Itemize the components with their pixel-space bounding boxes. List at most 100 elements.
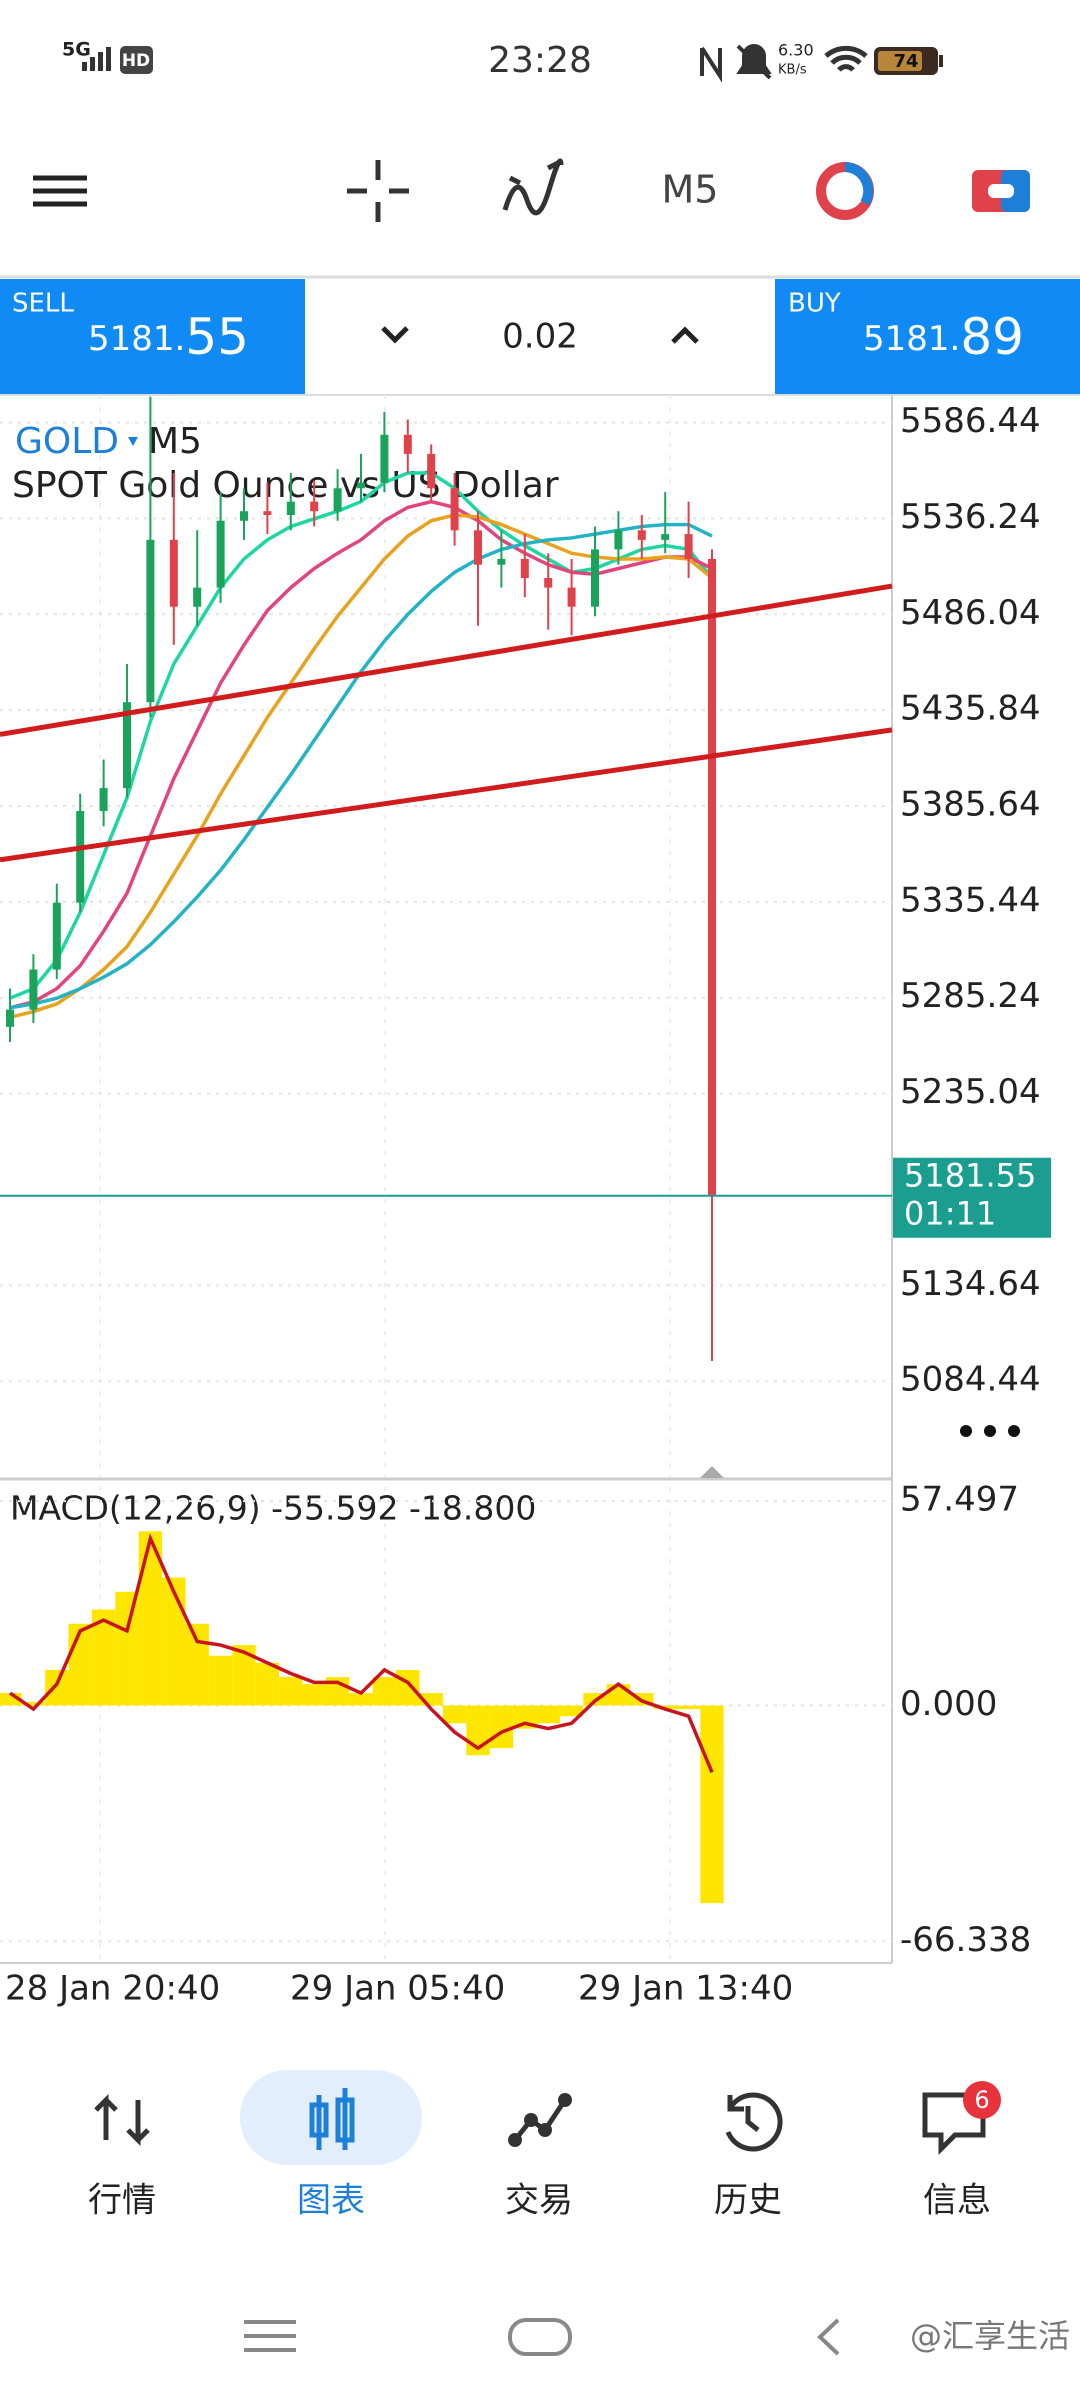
buy-label: BUY <box>788 289 841 319</box>
macd-bar <box>349 1693 373 1706</box>
crosshair-button[interactable] <box>347 160 409 222</box>
badge <box>963 2081 1001 2119</box>
candle-body <box>263 511 272 516</box>
price-tag-countdown: 01:11 <box>904 1195 996 1233</box>
indicators-button[interactable] <box>502 158 564 216</box>
macd-bar <box>279 1677 303 1706</box>
macd-bar <box>396 1669 420 1706</box>
candle-body <box>474 530 482 565</box>
candle-body <box>614 530 623 550</box>
toolbar: M5 <box>0 158 1080 279</box>
lot-decrease[interactable] <box>381 326 409 344</box>
tab-trade[interactable]: 交易 <box>505 2181 573 2221</box>
macd-bar <box>232 1645 256 1706</box>
y-tick-label: 5486.04 <box>900 593 1041 633</box>
chart-title: SPOT Gold Ounce vs US Dollar <box>12 465 559 506</box>
candle-body <box>193 587 202 607</box>
macd-bar <box>302 1684 326 1706</box>
y-tick-label: 5285.24 <box>900 976 1041 1016</box>
lot-size[interactable]: 0.02 <box>502 317 578 357</box>
macd-title: MACD(12,26,9) -55.592 -18.800 <box>10 1489 536 1528</box>
clock: 23:28 <box>488 40 592 81</box>
macd-bar <box>68 1623 92 1706</box>
objects-button-accent <box>844 162 874 206</box>
candle-body <box>637 530 646 540</box>
candle-body <box>497 558 506 565</box>
trade-icon <box>513 2098 568 2142</box>
system-nav: @汇享生活 <box>244 2317 1070 2356</box>
candle-body <box>333 488 342 512</box>
buy-price-big: 89 <box>960 308 1024 366</box>
symbol-dropdown[interactable] <box>128 437 138 446</box>
timeframe-button[interactable]: M5 <box>662 168 719 212</box>
macd-bar <box>115 1591 139 1706</box>
candle-body <box>661 534 670 540</box>
trade-panel: SELL 5181.55 0.02 BUY 5181.89 <box>0 279 1080 396</box>
battery-tip <box>939 55 943 67</box>
candle-body <box>286 501 295 516</box>
candle-body <box>6 1009 14 1027</box>
battery-level <box>878 51 922 71</box>
tab-quotes[interactable]: 行情 <box>88 2181 156 2221</box>
candle-body <box>216 520 225 588</box>
candle-body <box>450 488 459 531</box>
candle-body <box>567 587 576 607</box>
candle-body <box>99 788 108 812</box>
y-tick-label: 5335.44 <box>900 880 1041 920</box>
net-speed-unit: KB/s <box>778 63 807 78</box>
scroll-marker <box>700 1466 724 1478</box>
battery-text: 74 <box>893 51 918 72</box>
status-bar: 5G HD 23:28 6.30 KB/s 74 <box>62 39 943 83</box>
vertical-grid <box>99 395 671 1963</box>
more-button[interactable] <box>960 1425 1020 1437</box>
sell-label: SELL <box>12 289 74 319</box>
candle-body <box>708 558 716 1196</box>
buy-button[interactable] <box>775 279 1080 395</box>
home-button[interactable] <box>508 2318 572 2356</box>
candle-body <box>380 434 389 483</box>
lot-increase[interactable] <box>671 326 699 344</box>
quotes-icon <box>94 2093 150 2147</box>
y-tick-label: 5235.04 <box>900 1072 1041 1112</box>
sell-button[interactable] <box>0 279 305 395</box>
symbol[interactable]: GOLD <box>15 421 119 462</box>
mute-icon <box>736 44 772 80</box>
net-speed: 6.30 <box>778 41 814 60</box>
hd: HD <box>122 51 150 71</box>
y-tick-label: 5536.24 <box>900 497 1041 537</box>
price-tag <box>893 1157 1051 1238</box>
macd-bar <box>700 1705 724 1904</box>
tab-history[interactable]: 历史 <box>714 2181 782 2221</box>
macd-bar <box>162 1577 186 1706</box>
trend-line <box>0 727 893 863</box>
candle-body <box>29 969 38 1010</box>
recents-button[interactable] <box>244 2320 296 2352</box>
macd-bar <box>21 1701 46 1706</box>
macd-bar <box>676 1705 701 1710</box>
macd-bar <box>489 1705 514 1749</box>
tab-chart[interactable]: 图表 <box>297 2181 365 2221</box>
back-button[interactable] <box>817 2318 840 2356</box>
plot: 5586.44 5536.24 5486.04 5435.84 5385.64 5335.… <box>0 396 1051 2009</box>
badge-count: 6 <box>974 2086 989 2114</box>
y-tick-label: 5134.64 <box>900 1264 1041 1304</box>
y-tick-label: 57.497 <box>900 1480 1019 1520</box>
sell-price-main: 5181. <box>88 319 185 359</box>
macd-bar <box>185 1623 209 1706</box>
candle-body <box>427 453 436 489</box>
candle-body <box>684 534 693 559</box>
watermark: @汇享生活 <box>910 2317 1070 2355</box>
buy-price-main: 5181. <box>863 319 960 359</box>
y-tick-label: 0.000 <box>900 1684 997 1724</box>
tab-messages[interactable]: 信息 <box>923 2181 991 2221</box>
macd-bar <box>606 1684 631 1706</box>
macd-bar <box>536 1705 560 1724</box>
candle-body <box>123 702 131 789</box>
menu-button[interactable] <box>33 175 87 207</box>
price-tag-value: 5181.55 <box>904 1157 1036 1195</box>
candle-body <box>520 558 529 579</box>
y-tick-label: 5385.64 <box>900 784 1041 824</box>
y-tick-label: -66.338 <box>900 1920 1031 1960</box>
